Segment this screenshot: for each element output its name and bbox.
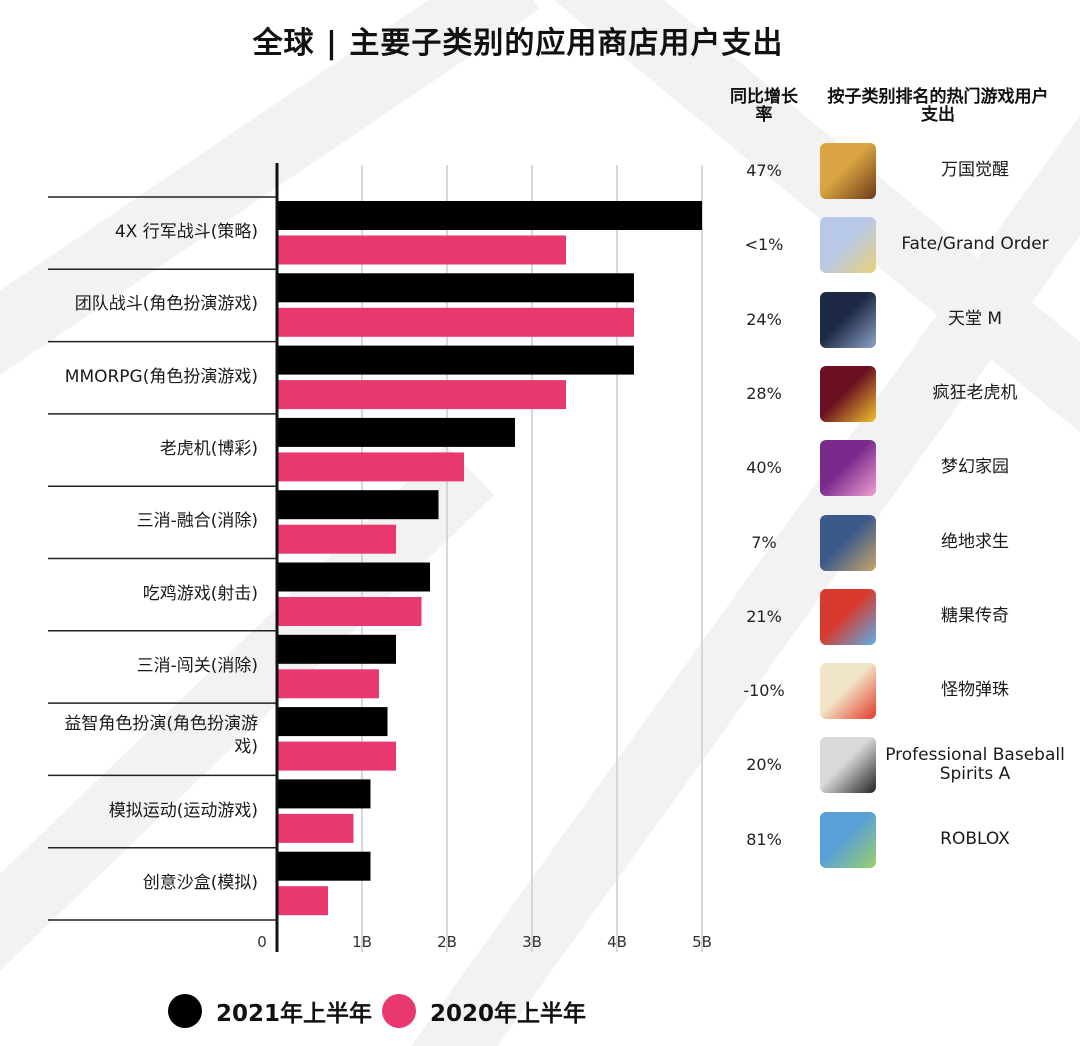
bar-2021	[277, 201, 702, 230]
category-label: 模拟运动(运动游戏)	[108, 800, 258, 821]
legend: 2021年上半年 2020年上半年	[0, 994, 1080, 1034]
monster-strike-icon	[820, 663, 876, 720]
game-name: 怪物弹珠	[941, 680, 1009, 701]
bar-2020	[277, 307, 634, 337]
candy-crush-icon	[820, 588, 876, 645]
bar-2021	[277, 345, 634, 375]
bar-2020	[277, 235, 566, 265]
roblox-icon	[820, 811, 876, 868]
growth-value: 81%	[746, 829, 782, 849]
game-name: Professional Baseball Spirits A	[885, 745, 1065, 785]
growth-value: 21%	[746, 606, 782, 626]
growth-value: 20%	[746, 755, 782, 775]
legend-label-2020: 2020年上半年	[430, 1001, 587, 1027]
bar-2020	[277, 741, 396, 771]
x-tick-label: 2B	[437, 933, 457, 951]
bar-2020	[277, 524, 396, 554]
growth-value: 7%	[751, 532, 777, 552]
game-name: 天堂 M	[947, 308, 1003, 329]
x-tick-label: 5B	[692, 933, 712, 951]
chart-title: 全球 | 主要子类别的应用商店用户支出	[252, 26, 784, 61]
growth-value: <1%	[744, 235, 784, 255]
pubg-mobile-icon	[820, 514, 876, 571]
bar-2020	[277, 669, 379, 699]
bar-2021	[277, 707, 388, 737]
x-tick-label: 0	[257, 933, 267, 951]
pro-baseball-spirits-icon	[820, 737, 876, 794]
homescapes-icon	[820, 440, 876, 497]
growth-value: -10%	[743, 681, 785, 701]
growth-value: 28%	[746, 383, 782, 403]
legend-item-2020: 2020年上半年	[382, 994, 586, 1028]
bar-2021	[277, 273, 634, 303]
growth-column-header: 同比增长率	[730, 87, 798, 125]
game-name: 万国觉醒	[941, 160, 1009, 180]
game-name: 疯狂老虎机	[932, 382, 1018, 403]
bar-2021	[277, 490, 439, 520]
growth-value: 40%	[746, 458, 782, 478]
category-label: 创意沙盒(模拟)	[142, 872, 258, 893]
legend-label-2021: 2021年上半年	[216, 1001, 373, 1027]
game-name: Fate/Grand Order	[901, 234, 1049, 255]
x-tick-label: 3B	[522, 933, 542, 951]
x-tick-label: 4B	[607, 933, 627, 951]
category-label: MMORPG(角色扮演游戏)	[64, 366, 258, 387]
bar-2021	[277, 417, 515, 447]
category-label: 益智角色扮演(角色扮演游戏)	[64, 714, 258, 758]
bar-2020	[277, 597, 422, 626]
game-name: 糖果传奇	[941, 605, 1009, 626]
bar-2020	[277, 452, 464, 482]
category-label: 4X 行军战斗(策略)	[114, 222, 258, 243]
bar-2021	[277, 634, 396, 664]
lineage-m-icon	[820, 291, 876, 348]
bar-2020	[277, 886, 328, 916]
growth-value: 24%	[746, 309, 782, 329]
bar-2020	[277, 813, 354, 843]
x-tick-label: 1B	[352, 933, 372, 951]
bar-2021	[277, 562, 430, 592]
slotomania-icon	[820, 365, 876, 422]
legend-swatch-2021	[168, 994, 202, 1028]
category-label: 团队战斗(角色扮演游戏)	[74, 294, 258, 315]
bar-2021	[277, 779, 371, 809]
rise-of-kingdoms-icon	[820, 143, 876, 199]
game-name: 梦幻家园	[941, 457, 1009, 478]
bar-2020	[277, 380, 566, 410]
fate-grand-order-icon	[820, 217, 876, 274]
category-label: 吃鸡游戏(射击)	[142, 583, 258, 604]
growth-value: 47%	[746, 161, 782, 180]
category-label: 三消-融合(消除)	[136, 511, 258, 532]
legend-item-2021: 2021年上半年	[168, 994, 372, 1028]
bar-2021	[277, 851, 371, 881]
category-label: 老虎机(博彩)	[159, 439, 258, 460]
game-name: ROBLOX	[940, 828, 1010, 849]
top-game-column-header: 按子类别排名的热门游戏用户支出	[827, 87, 1049, 125]
game-name: 绝地求生	[941, 531, 1009, 552]
legend-swatch-2020	[382, 994, 416, 1028]
category-label: 三消-闯关(消除)	[136, 655, 258, 676]
